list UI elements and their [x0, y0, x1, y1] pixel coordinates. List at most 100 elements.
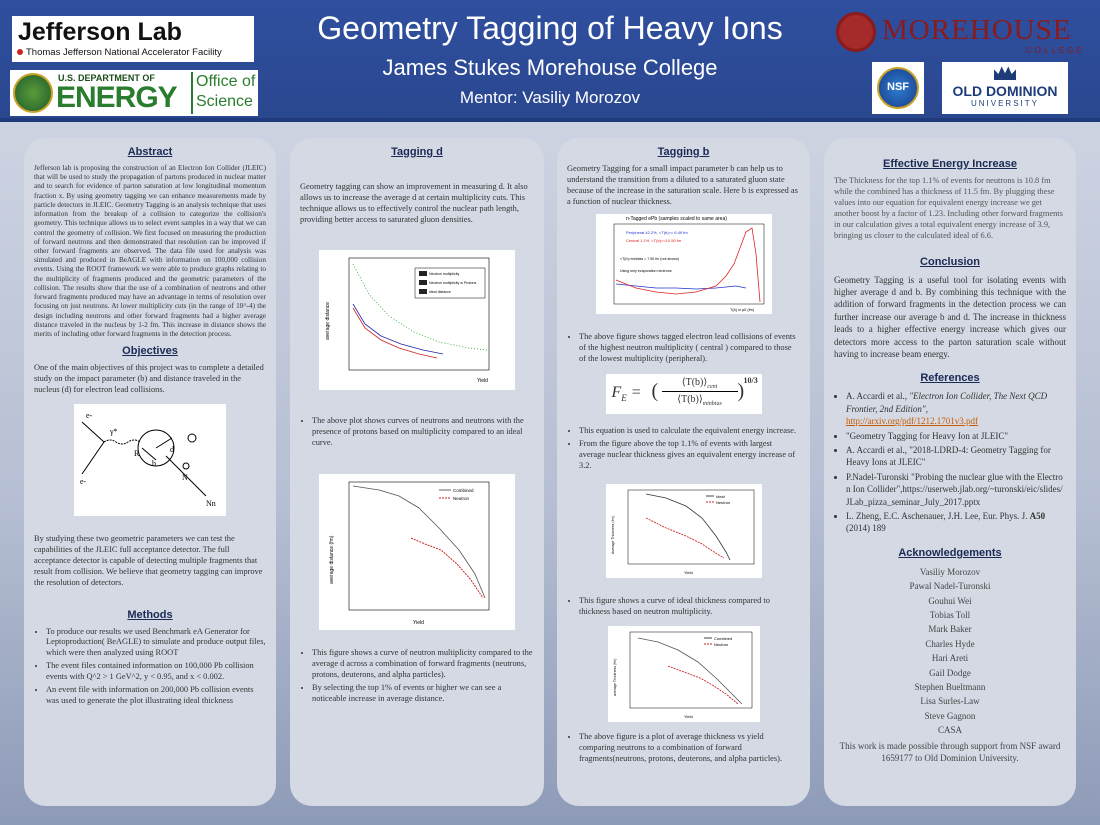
- acknowledgements-title: Acknowledgements: [898, 546, 1002, 559]
- doe-logo: U.S. DEPARTMENT OF ENERGY Office of Scie…: [10, 70, 258, 116]
- ack-name: Steve Gagnon: [924, 710, 976, 721]
- ack-support: This work is made possible through suppo…: [839, 740, 1061, 764]
- tagging-b-plot-thickness: Average Thickness (fm) Yield Ideal Neutr…: [605, 484, 762, 579]
- tagging-b-text: Geometry Tagging for a small impact para…: [567, 164, 798, 206]
- tagging-d-plot-2: average distance (fm) Yield Combined Neu…: [319, 474, 515, 631]
- effective-text: The Thickness for the top 1.1% of events…: [834, 176, 1063, 240]
- doe-divider: [191, 72, 193, 114]
- tagging-b-bullets-1: The above figure shows tagged electron l…: [567, 332, 800, 365]
- fig-d2-ylabel: average distance (fm): [329, 536, 335, 585]
- tagging-d-bullet: The above plot shows curves of neutrons …: [312, 416, 534, 449]
- hist-legend-1: Peripheral 42.2%, <T(b)>= 6.49 fm: [626, 230, 688, 235]
- tagging-b-title: Tagging b: [657, 146, 710, 158]
- tagging-d-bullet: By selecting the top 1% of events or hig…: [312, 683, 534, 705]
- panel-abstract: Abstract Jefferson lab is proposing the …: [24, 138, 276, 806]
- formula-lhs-sub: E: [621, 393, 627, 404]
- morehouse-logo: MOREHOUSE COLLEGE: [836, 12, 1082, 56]
- ack-name: Tobias Toll: [929, 610, 971, 621]
- effective-title: Effective Energy Increase: [883, 158, 1017, 170]
- diagram-label-e-bottom: e-: [80, 477, 87, 486]
- ack-name: Vasiliy Morozov: [919, 566, 981, 577]
- energy-formula: FE = ( ⟨T(b)⟩cent ⟨T(b)⟩minbias ) 10/3: [605, 374, 762, 415]
- jlab-name: Jefferson Lab: [18, 18, 182, 46]
- reference-year: (2014) 189: [846, 523, 886, 534]
- tagging-b-histogram: n-Tagged ePb (samples scaled to same are…: [595, 213, 772, 314]
- hist-xlabel: T(b) in ρ0 (fm): [730, 308, 755, 312]
- poster-mentor: Mentor: Vasiliy Morozov: [459, 88, 641, 107]
- nsf-seal-icon: [877, 67, 919, 109]
- diagram-label-d: d: [170, 445, 174, 454]
- jlab-subtitle: Thomas Jefferson National Accelerator Fa…: [26, 47, 222, 58]
- doe-seal-icon: [13, 73, 53, 113]
- doe-office-line1: Office of: [196, 73, 256, 90]
- diagram-label-R: R: [134, 449, 140, 458]
- fig-d1-ylabel: average distance: [325, 301, 331, 339]
- tagging-d-bullet: This figure shows a curve of neutron mul…: [312, 648, 534, 681]
- tagging-d-plot-1: average distance Yield Neutron multiplic…: [319, 249, 515, 390]
- tagging-b-bullets-4: The above figure is a plot of average th…: [567, 732, 800, 765]
- methods-title: Methods: [127, 608, 173, 621]
- panel-tagging-d: Tagging d Geometry tagging can show an i…: [290, 138, 544, 806]
- fig-b4-legend-2: Neutron: [714, 642, 728, 647]
- diagram-label-N: N: [182, 473, 188, 482]
- methods-item: To produce our results we used Benchmark…: [46, 627, 266, 660]
- ack-name: Pawal Nadel-Turonski: [909, 581, 991, 592]
- tagging-d-bullets-2: This figure shows a curve of neutron mul…: [300, 648, 534, 705]
- reference-volume: A50: [1029, 511, 1046, 522]
- nsf-logo: NSF: [872, 62, 924, 114]
- fig-d2-legend-1: Combined: [453, 488, 474, 493]
- reference-item: P.Nadel-Turonski "Probing the nuclear gl…: [846, 471, 1066, 508]
- ack-name: Stephen Bueltmann: [914, 681, 986, 692]
- jlab-dot-icon: [17, 49, 23, 55]
- ack-name: Hari Areti: [931, 653, 969, 664]
- fig-d1-legend-2: Neutron multiplicity w Protons: [429, 281, 477, 285]
- methods-item: The event files contained information on…: [46, 661, 266, 683]
- reference-item: A. Accardi et al., "Electron Ion Collide…: [846, 390, 1066, 427]
- collision-diagram: e- e- γ* R b d N Nn: [74, 403, 226, 516]
- panel-tagging-b: Tagging b Geometry Tagging for a small i…: [557, 138, 810, 806]
- reference-authors: A. Accardi et al.,: [846, 391, 910, 402]
- fig-b3-xlabel: Yield: [684, 570, 693, 575]
- objectives-text-2: By studying these two geometric paramete…: [34, 533, 263, 587]
- ack-name: CASA: [937, 725, 962, 736]
- odu-name: OLD DOMINION: [952, 83, 1058, 99]
- ack-name: Charles Hyde: [925, 638, 975, 649]
- tagging-b-bullet: The above figure shows tagged electron l…: [579, 332, 800, 365]
- doe-office-line2: Science: [196, 93, 253, 110]
- tagging-b-bullet: From the figure above the top 1.1% of ev…: [579, 439, 800, 472]
- jefferson-lab-logo: Jefferson Lab Thomas Jefferson National …: [12, 16, 254, 62]
- tagging-b-bullets-2: This equation is used to calculate the e…: [567, 426, 800, 472]
- fig-d2-xlabel: Yield: [413, 620, 424, 626]
- tagging-b-bullet: This figure shows a curve of ideal thick…: [579, 596, 800, 618]
- methods-list: To produce our results we used Benchmark…: [34, 627, 266, 707]
- diagram-label-Nn: Nn: [206, 499, 216, 508]
- tagging-b-bullet: This equation is used to calculate the e…: [579, 426, 800, 437]
- doe-big-text: ENERGY: [56, 81, 178, 114]
- reference-link[interactable]: http://arxiv.org/pdf/1212.1701v3.pdf: [846, 416, 978, 427]
- methods-item: An event file with information on 200,00…: [46, 685, 266, 707]
- acknowledgements-list: Vasiliy Morozov Pawal Nadel-Turonski Gou…: [834, 565, 1066, 765]
- hist-note-1: <T(b)>minbias = 7.50 fm (not shown): [620, 257, 679, 261]
- formula-lhs: F: [611, 384, 622, 402]
- diagram-label-b: b: [152, 459, 156, 468]
- header-divider: [0, 118, 1100, 122]
- nsf-text: NSF: [887, 81, 909, 93]
- ack-name: Gail Dodge: [929, 667, 971, 678]
- hist-title: n-Tagged ePb (samples scaled to same are…: [626, 216, 727, 222]
- fig-b4-ylabel: average Thickness (fm): [613, 659, 617, 696]
- references-list: A. Accardi et al., "Electron Ion Collide…: [834, 390, 1066, 534]
- objectives-title: Objectives: [122, 345, 178, 358]
- reference-item: A. Accardi et al., "2018-LDRD-4: Geometr…: [846, 444, 1066, 469]
- ack-name: Lisa Surles-Law: [920, 696, 980, 707]
- formula-exponent: 10/3: [743, 376, 758, 386]
- formula-num-sub: cent: [707, 384, 718, 391]
- formula-den-sub: minbias: [702, 401, 722, 408]
- fig-b3-legend-1: Ideal: [716, 494, 725, 499]
- tagging-b-bullet: The above figure is a plot of average th…: [579, 732, 800, 765]
- ack-name: Mark Baker: [928, 624, 972, 635]
- fig-d1-xlabel: Yield: [477, 378, 488, 384]
- panel-conclusions: Effective Energy Increase The Thickness …: [824, 138, 1076, 806]
- tagging-b-plot-combined: average Thickness (fm) Yield Combined Ne…: [607, 625, 760, 722]
- morehouse-seal-icon: [836, 12, 876, 52]
- abstract-title: Abstract: [127, 146, 173, 158]
